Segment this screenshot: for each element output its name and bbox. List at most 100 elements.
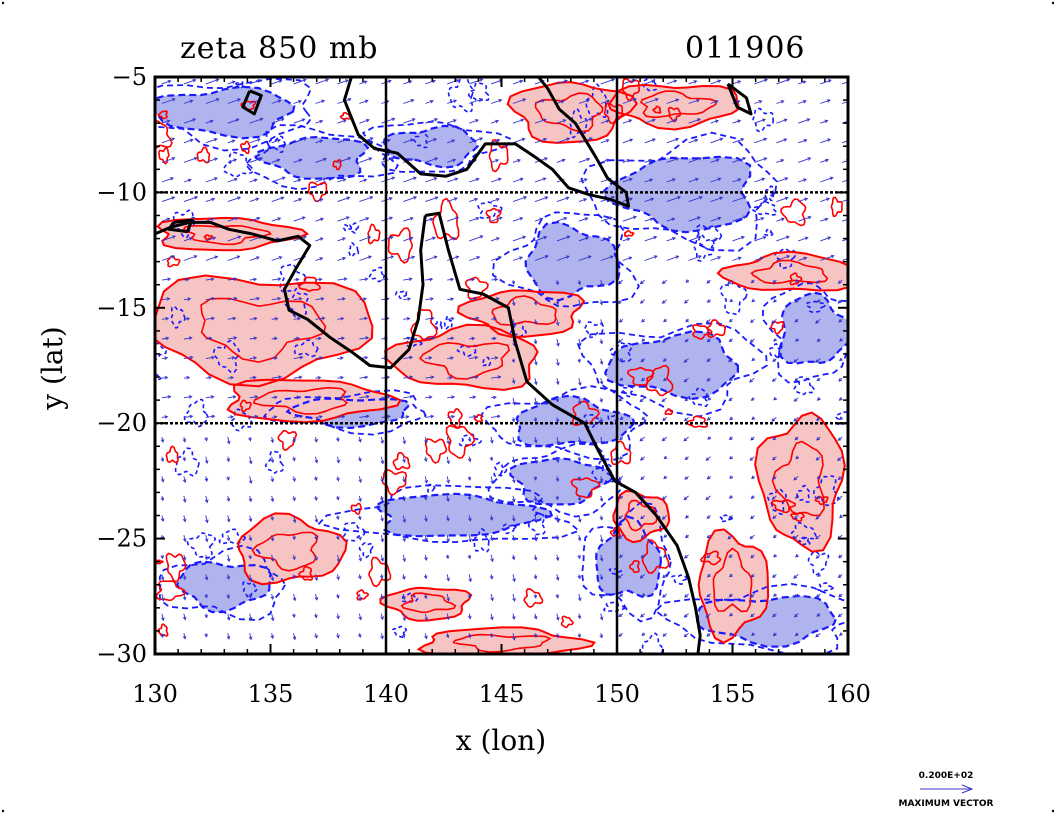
wind-vector <box>512 178 523 183</box>
wind-vector-head <box>446 498 450 503</box>
wind-vector <box>600 319 603 326</box>
wind-vector <box>534 177 546 183</box>
coastline-new-guinea <box>342 77 630 208</box>
wind-vector-head <box>277 277 282 281</box>
positive-region <box>613 491 670 543</box>
x-tick-label: 130 <box>132 680 178 708</box>
wind-vector-head <box>599 616 604 621</box>
chart-title-right: 011906 <box>685 31 806 66</box>
wind-vector-head <box>750 397 755 401</box>
wind-vector-head <box>495 119 500 124</box>
wind-vector <box>381 176 395 183</box>
wind-vector-head <box>696 216 701 220</box>
wind-vector <box>732 80 741 85</box>
positive-contour <box>506 81 638 144</box>
wind-vector-head <box>837 457 841 462</box>
wind-vector <box>337 257 346 261</box>
wind-vector <box>425 256 437 261</box>
wind-vector-head <box>408 277 413 282</box>
wind-vector-head <box>816 436 820 441</box>
positive-region <box>238 513 347 585</box>
wind-vector <box>249 574 252 581</box>
wind-vector-head <box>363 80 368 84</box>
wind-vector-head <box>298 197 303 202</box>
wind-vector-head <box>683 378 688 383</box>
wind-vector-head <box>160 458 165 463</box>
wind-vector-head <box>577 575 582 580</box>
wind-vector <box>315 317 325 320</box>
wind-vector-head <box>430 375 435 380</box>
wind-vector-head <box>693 80 698 84</box>
wind-vector <box>161 218 170 222</box>
wind-vector <box>227 436 230 444</box>
negative-contour-outer <box>487 442 624 518</box>
wind-vector-head <box>430 99 434 104</box>
negative-contour-speck <box>621 385 634 398</box>
wind-vector <box>315 120 323 124</box>
wind-vector <box>359 255 372 261</box>
wind-vector <box>271 79 282 85</box>
wind-vector-head <box>728 515 732 520</box>
wind-vector-head <box>640 476 644 481</box>
wind-vector-head <box>402 576 406 581</box>
wind-vector <box>732 157 746 163</box>
wind-vector-head <box>729 455 733 460</box>
wind-vector-head <box>542 177 547 181</box>
wind-vector-head <box>706 378 711 382</box>
wind-vector <box>359 337 369 340</box>
wind-vector-head <box>274 316 279 321</box>
wind-vector-head <box>358 438 362 443</box>
x-tick-label: 150 <box>594 680 640 708</box>
wind-vector <box>600 100 610 104</box>
wind-vector-head <box>256 138 261 142</box>
wind-vector-head <box>771 418 775 422</box>
wind-vector-head <box>170 177 174 181</box>
wind-vector-head <box>685 318 689 323</box>
wind-vector-head <box>512 479 516 484</box>
wind-vector-head <box>171 137 176 142</box>
wind-vector-head <box>717 256 722 260</box>
wind-vector <box>315 515 318 523</box>
positive-contour-speck <box>780 198 807 227</box>
wind-vector <box>293 179 301 183</box>
wind-vector-head <box>543 137 548 142</box>
wind-vector <box>337 554 340 562</box>
wind-vector <box>447 396 455 399</box>
wind-vector <box>227 255 240 261</box>
wind-vector <box>578 99 590 104</box>
wind-vector-head <box>824 119 829 124</box>
wind-vector <box>798 178 807 183</box>
wind-vector <box>600 436 603 444</box>
wind-vector <box>639 436 645 442</box>
wind-vector-head <box>556 362 560 367</box>
wind-vector <box>205 415 215 418</box>
wind-vector-head <box>563 216 568 221</box>
negative-region <box>602 156 751 233</box>
wind-vector <box>776 236 790 242</box>
wind-vector <box>183 139 193 144</box>
wind-vector <box>358 593 362 601</box>
wind-vector-head <box>446 538 450 543</box>
wind-vector <box>293 198 302 203</box>
wind-vector-head <box>182 457 187 462</box>
wind-vector <box>205 138 218 144</box>
negative-contour-speck <box>688 386 709 408</box>
positive-contour-speck <box>332 158 342 171</box>
wind-vector-head <box>230 415 235 419</box>
wind-vector-head <box>561 158 566 163</box>
wind-vector <box>710 159 719 163</box>
wind-vector-head <box>671 217 676 222</box>
wind-vector <box>249 633 252 640</box>
wind-vector <box>205 535 208 542</box>
wind-vector <box>359 376 368 379</box>
negative-contour-speck <box>279 263 307 293</box>
wind-vector <box>271 278 281 281</box>
negative-contour-speck <box>477 201 503 220</box>
negative-contour-outer <box>491 211 640 308</box>
wind-vector-head <box>292 556 296 561</box>
wind-vector-head <box>772 279 777 284</box>
wind-vector <box>293 356 303 360</box>
wind-vector-head <box>683 300 688 304</box>
wind-vector <box>820 218 828 222</box>
positive-contour-speck <box>158 147 170 165</box>
